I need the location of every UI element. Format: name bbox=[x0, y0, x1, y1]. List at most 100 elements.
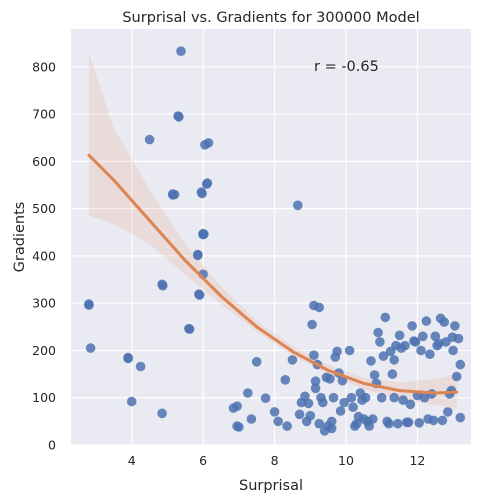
data-point bbox=[273, 416, 283, 427]
data-point bbox=[389, 355, 400, 365]
data-point bbox=[197, 188, 207, 199]
data-point bbox=[448, 345, 458, 356]
data-point bbox=[234, 422, 244, 432]
x-tick-label: 10 bbox=[338, 453, 354, 468]
data-point bbox=[439, 317, 450, 327]
data-point bbox=[368, 414, 378, 424]
data-point bbox=[384, 418, 394, 429]
y-tick-label: 700 bbox=[32, 107, 56, 122]
y-tick-label: 500 bbox=[32, 201, 56, 216]
y-tick-label: 0 bbox=[48, 438, 56, 453]
data-point bbox=[300, 391, 310, 402]
data-point bbox=[282, 421, 292, 431]
data-point bbox=[144, 134, 155, 145]
data-point bbox=[287, 355, 298, 365]
data-point bbox=[348, 402, 358, 413]
data-point bbox=[294, 409, 305, 420]
data-point bbox=[400, 340, 410, 351]
data-point bbox=[84, 300, 94, 310]
x-tick-label: 4 bbox=[128, 453, 136, 468]
data-point bbox=[366, 356, 376, 366]
y-tick-label: 800 bbox=[32, 59, 56, 74]
data-point bbox=[157, 408, 167, 419]
data-point bbox=[378, 351, 389, 361]
data-point bbox=[232, 401, 242, 412]
data-point bbox=[451, 371, 462, 382]
data-point bbox=[309, 350, 319, 361]
data-point bbox=[158, 280, 168, 291]
y-tick-label: 600 bbox=[32, 154, 56, 169]
data-point bbox=[314, 418, 325, 429]
y-axis-title: Gradients bbox=[12, 202, 28, 273]
data-point bbox=[425, 349, 435, 360]
data-point bbox=[335, 406, 346, 416]
data-point bbox=[428, 415, 439, 426]
x-tick-label: 12 bbox=[409, 453, 425, 468]
data-point bbox=[403, 417, 414, 428]
data-point bbox=[414, 418, 425, 428]
data-point bbox=[416, 345, 426, 356]
data-point bbox=[251, 357, 262, 367]
data-point bbox=[305, 410, 316, 421]
data-point bbox=[419, 392, 430, 403]
data-point bbox=[389, 392, 400, 403]
data-point bbox=[194, 290, 205, 300]
data-point bbox=[85, 343, 96, 353]
data-point bbox=[174, 112, 184, 122]
data-point bbox=[314, 302, 325, 313]
data-point bbox=[380, 312, 391, 323]
data-point bbox=[325, 374, 335, 384]
y-tick-label: 300 bbox=[32, 296, 56, 311]
data-point bbox=[443, 407, 453, 417]
data-point bbox=[387, 369, 398, 379]
data-point bbox=[376, 392, 387, 403]
regression-line bbox=[87, 153, 459, 395]
plot-background bbox=[71, 29, 471, 445]
data-point bbox=[405, 399, 416, 410]
data-point bbox=[360, 392, 371, 403]
data-point bbox=[418, 331, 428, 342]
data-point bbox=[184, 324, 195, 335]
data-point bbox=[169, 189, 180, 200]
data-point bbox=[123, 353, 133, 364]
data-point bbox=[293, 200, 303, 211]
data-point bbox=[337, 375, 348, 386]
y-tick-label: 200 bbox=[32, 343, 56, 358]
data-point bbox=[373, 327, 383, 338]
data-point bbox=[364, 421, 375, 431]
data-point bbox=[269, 407, 280, 417]
x-tick-labels: 4 6 8 10 12 bbox=[128, 453, 426, 468]
data-point bbox=[199, 229, 209, 239]
data-point bbox=[310, 376, 321, 387]
data-point bbox=[410, 337, 421, 347]
data-point bbox=[394, 330, 405, 341]
data-point bbox=[310, 383, 321, 394]
data-point bbox=[126, 396, 137, 407]
data-point bbox=[346, 392, 357, 403]
grid-lines bbox=[71, 29, 471, 446]
data-point bbox=[303, 398, 314, 409]
data-point bbox=[437, 415, 448, 426]
data-point bbox=[332, 346, 342, 357]
data-point bbox=[202, 178, 213, 188]
x-tick-label: 6 bbox=[199, 453, 207, 468]
data-point bbox=[339, 397, 350, 408]
data-point bbox=[455, 412, 466, 423]
data-point bbox=[398, 395, 408, 405]
x-tick-label: 8 bbox=[271, 453, 279, 468]
data-point bbox=[407, 321, 417, 331]
x-axis-title: Surprisal bbox=[239, 478, 303, 494]
data-point bbox=[243, 388, 253, 398]
data-point bbox=[326, 416, 337, 427]
y-tick-labels: 0 100 200 300 400 500 600 700 800 bbox=[32, 59, 56, 452]
data-point bbox=[421, 316, 432, 326]
data-point bbox=[176, 46, 186, 56]
data-point bbox=[318, 397, 328, 408]
data-point bbox=[450, 321, 460, 331]
data-point bbox=[328, 392, 339, 403]
data-point bbox=[280, 375, 291, 385]
data-point bbox=[369, 370, 380, 380]
data-point bbox=[203, 138, 214, 148]
data-point bbox=[430, 331, 441, 342]
